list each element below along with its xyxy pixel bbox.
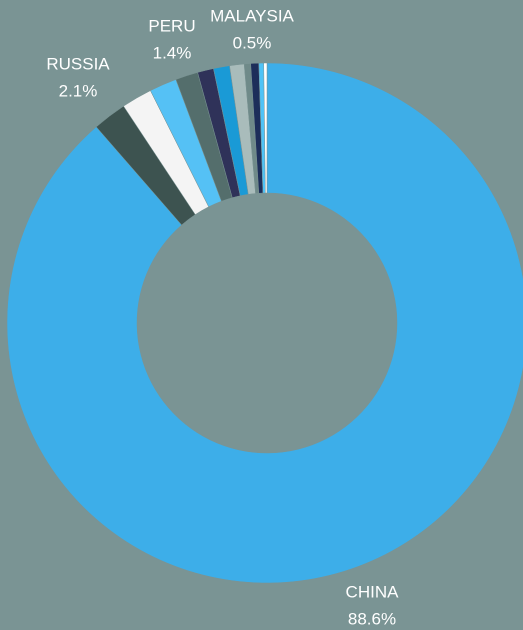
donut-slice: [263, 62, 268, 194]
slice-value-label: 88.6%: [348, 609, 396, 628]
slice-value-label: 1.4%: [153, 43, 192, 62]
donut-slice: [6, 62, 523, 584]
slice-label: CHINA: [346, 582, 400, 601]
slice-value-label: 2.1%: [59, 81, 98, 100]
slice-label: PERU: [148, 16, 195, 35]
slice-value-label: 0.5%: [233, 33, 272, 52]
slice-label: RUSSIA: [46, 54, 110, 73]
slice-label: MALAYSIA: [210, 6, 294, 25]
